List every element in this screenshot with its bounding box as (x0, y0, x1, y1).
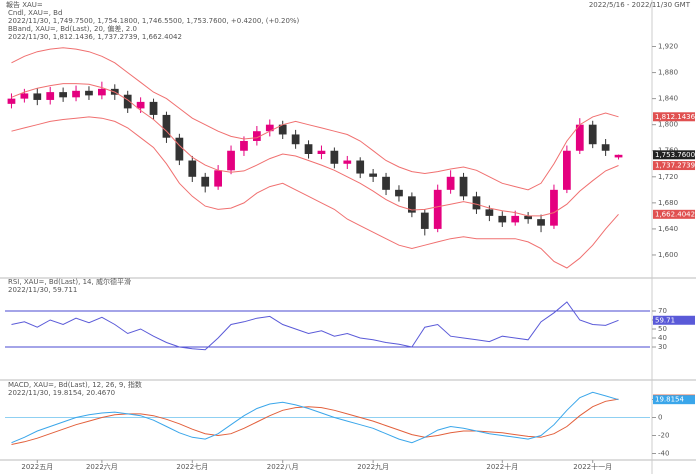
x-tick-label: 2022九月 (357, 462, 389, 471)
candle-body (588, 124, 597, 145)
x-tick-label: 2022七月 (176, 462, 208, 471)
last-value-box (653, 161, 695, 171)
y-tick-label: 1,640 (658, 225, 678, 233)
y-tick-label: 1,800 (658, 121, 678, 129)
y-tick-label: 0 (658, 414, 662, 422)
y-tick-label: 1,920 (658, 43, 678, 51)
candle-body (123, 94, 132, 109)
candle-body (278, 124, 287, 135)
candle-body (162, 114, 171, 138)
candle-body (7, 98, 16, 104)
candle-body (563, 150, 571, 190)
candle-body (446, 176, 455, 190)
legend-line: 2022/11/30, 19.8154, 20.4670 (8, 389, 115, 397)
candle-body (408, 196, 416, 213)
candle-body (511, 215, 520, 223)
candle-body (227, 150, 235, 171)
legend-line: 2022/11/30, 1,749.7500, 1,754.1800, 1,74… (8, 17, 300, 25)
last-value-box (653, 112, 695, 122)
y-tick-label: 30 (658, 343, 667, 351)
candle-body (201, 176, 210, 187)
candle-body (46, 92, 55, 100)
last-value-label: 19.8154 (655, 396, 684, 404)
candle-body (369, 173, 377, 177)
y-tick-label: 1,840 (658, 95, 678, 103)
candle-body (317, 150, 326, 154)
candle-body (395, 189, 403, 197)
candle-body (575, 124, 584, 151)
candle-body (175, 137, 184, 161)
y-tick-label: 1,600 (658, 251, 678, 259)
candle-body (382, 176, 390, 190)
candle-body (343, 160, 352, 164)
last-value-label: 1,737.2739 (655, 162, 695, 170)
candle-body (524, 215, 532, 220)
candle-body (550, 189, 558, 226)
legend-line: 2022/11/30, 1,812.1436, 1,737.2739, 1,66… (8, 33, 182, 41)
x-tick-label: 2022十一月 (573, 462, 612, 471)
y-tick-label: -40 (658, 450, 669, 458)
candle-body (472, 196, 481, 210)
date-range: 2022/5/16 - 2022/11/30 GMT (589, 1, 691, 9)
last-value-label: 1,812.1436 (655, 113, 696, 121)
window-title: 報告 XAU= (6, 0, 43, 9)
candle-body (485, 209, 494, 216)
legend-line: BBand, XAU=, Bd(Last), 20, 偏差, 2.0 (8, 24, 137, 33)
x-tick-label: 2022六月 (86, 462, 118, 471)
candle-body (98, 88, 106, 96)
candle-body (72, 90, 80, 98)
legend-line: MACD, XAU=, Bd(Last), 12, 26, 9, 指数 (8, 380, 142, 389)
series-line (11, 398, 619, 445)
candle-body (59, 92, 67, 98)
candle-body (291, 134, 300, 145)
series-line (11, 116, 619, 269)
candle-body (188, 160, 197, 177)
candle-body (601, 144, 610, 151)
candle-body (85, 90, 93, 96)
candle-body (265, 124, 274, 132)
legend-line: 2022/11/30, 59.711 (8, 286, 77, 294)
last-value-box (653, 315, 695, 325)
candle-body (33, 93, 42, 100)
candle-body (20, 93, 29, 99)
last-value-box (653, 150, 695, 160)
candle-body (149, 101, 158, 115)
last-value-box (653, 209, 695, 219)
series-line (11, 301, 619, 351)
candle-body (614, 154, 623, 158)
legend-line: Cndl, XAU=, Bd (8, 9, 62, 17)
series-line (11, 391, 619, 444)
last-value-label: 1,662.4042 (655, 210, 695, 218)
candle-body (537, 219, 545, 226)
y-tick-label: 1,880 (658, 69, 678, 77)
candle-body (356, 160, 365, 174)
last-value-label: 1,753.7600 (655, 151, 695, 159)
candle-body (420, 212, 429, 229)
candle-body (330, 150, 339, 164)
candle-body (214, 170, 222, 187)
y-tick-label: 70 (658, 307, 667, 315)
candle-body (433, 189, 442, 229)
last-value-label: 59.71 (655, 316, 675, 324)
candle-body (253, 131, 261, 141)
y-tick-label: -20 (658, 432, 669, 440)
last-value-box (653, 395, 695, 405)
x-tick-label: 2022五月 (21, 463, 53, 471)
candle-body (459, 176, 468, 197)
y-tick-label: 1,720 (658, 173, 678, 181)
candle-body (136, 101, 145, 109)
series-line (11, 83, 619, 217)
candle-body (240, 140, 248, 151)
legend-line: RSI, XAU=, Bd(Last), 14, 威尔德平滑 (8, 277, 131, 286)
candle-body (498, 215, 507, 223)
x-tick-label: 2022十月 (486, 462, 518, 471)
y-tick-label: 50 (658, 325, 667, 333)
y-tick-label: 1,680 (658, 199, 678, 207)
y-tick-label: 40 (658, 334, 667, 342)
series-line (11, 47, 619, 191)
candle-body (304, 144, 313, 154)
x-tick-label: 2022八月 (267, 463, 299, 471)
